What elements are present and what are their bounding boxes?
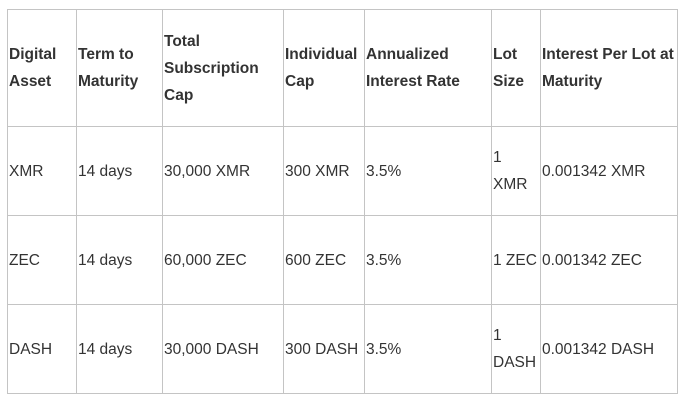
cell-total-cap: 30,000 DASH [162, 304, 284, 394]
cell-term: 14 days [76, 304, 163, 394]
table-row: DASH 14 days 30,000 DASH 300 DASH 3.5% 1… [7, 304, 678, 394]
cell-interest-rate: 3.5% [364, 126, 492, 216]
cell-lot-size: 1 XMR [491, 126, 541, 216]
header-interest-per-lot: Interest Per Lot at Maturity [540, 9, 678, 127]
cell-lot-size: 1 ZEC [491, 215, 541, 305]
table-row: XMR 14 days 30,000 XMR 300 XMR 3.5% 1 XM… [7, 126, 678, 216]
header-term-to-maturity: Term to Maturity [76, 9, 163, 127]
cell-digital-asset: DASH [7, 304, 77, 394]
cell-term: 14 days [76, 126, 163, 216]
cell-individual-cap: 300 XMR [283, 126, 365, 216]
cell-interest-rate: 3.5% [364, 304, 492, 394]
header-row: Digital Asset Term to Maturity Total Sub… [7, 9, 678, 127]
cell-digital-asset: ZEC [7, 215, 77, 305]
header-lot-size: Lot Size [491, 9, 541, 127]
table-row: ZEC 14 days 60,000 ZEC 600 ZEC 3.5% 1 ZE… [7, 215, 678, 305]
cell-individual-cap: 300 DASH [283, 304, 365, 394]
header-digital-asset: Digital Asset [7, 9, 77, 127]
cell-lot-size: 1 DASH [491, 304, 541, 394]
header-total-subscription-cap: Total Subscription Cap [162, 9, 284, 127]
cell-total-cap: 30,000 XMR [162, 126, 284, 216]
header-individual-cap: Individual Cap [283, 9, 365, 127]
cell-individual-cap: 600 ZEC [283, 215, 365, 305]
cell-interest-per-lot: 0.001342 DASH [540, 304, 678, 394]
header-annualized-interest-rate: Annualized Interest Rate [364, 9, 492, 127]
cell-term: 14 days [76, 215, 163, 305]
cell-interest-per-lot: 0.001342 ZEC [540, 215, 678, 305]
cell-total-cap: 60,000 ZEC [162, 215, 284, 305]
subscription-table: Digital Asset Term to Maturity Total Sub… [7, 9, 678, 394]
cell-digital-asset: XMR [7, 126, 77, 216]
cell-interest-per-lot: 0.001342 XMR [540, 126, 678, 216]
cell-interest-rate: 3.5% [364, 215, 492, 305]
